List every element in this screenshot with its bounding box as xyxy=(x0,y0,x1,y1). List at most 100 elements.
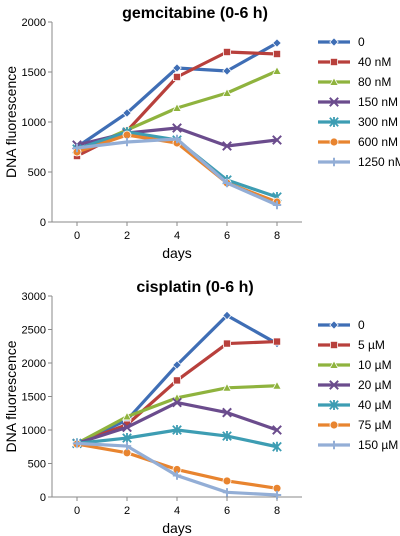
data-point xyxy=(122,433,132,444)
legend-item: 40 nM xyxy=(318,55,391,69)
data-point xyxy=(222,431,232,442)
y-axis-label: DNA fluorescence xyxy=(3,340,19,452)
data-point xyxy=(222,178,232,188)
legend-item: 300 nM xyxy=(318,115,398,129)
data-point xyxy=(122,411,132,421)
legend-marker xyxy=(329,97,339,107)
data-point xyxy=(72,143,82,153)
legend-label: 0 xyxy=(358,318,365,332)
series-6 xyxy=(72,439,282,493)
legend-item: 0 xyxy=(318,318,365,332)
data-point xyxy=(272,490,282,500)
legend-marker xyxy=(329,37,339,47)
data-point xyxy=(272,441,282,452)
series-4 xyxy=(72,397,282,449)
data-point xyxy=(222,382,232,392)
data-point xyxy=(222,87,232,97)
y-tick-label: 1000 xyxy=(22,117,46,129)
x-tick-label: 8 xyxy=(274,505,280,517)
legend-item: 10 µM xyxy=(318,358,392,372)
y-tick-label: 1500 xyxy=(22,392,46,404)
legend-marker xyxy=(329,320,339,330)
legend-marker xyxy=(329,440,339,450)
legend-item: 150 µM xyxy=(318,438,398,452)
data-point xyxy=(122,422,132,433)
y-tick-label: 500 xyxy=(28,167,46,179)
data-point xyxy=(172,73,181,82)
data-point xyxy=(272,135,282,145)
legend-marker xyxy=(329,137,339,147)
series-line xyxy=(75,41,279,149)
data-point xyxy=(172,425,182,435)
legend-label: 0 xyxy=(358,35,365,49)
series-line xyxy=(75,400,279,445)
x-tick-label: 6 xyxy=(224,230,230,242)
legend-item: 40 µM xyxy=(318,398,392,412)
y-tick-label: 2000 xyxy=(22,17,46,29)
y-tick-label: 0 xyxy=(40,217,46,229)
legend-label: 80 nM xyxy=(358,75,391,89)
data-point xyxy=(272,200,282,210)
legend-label: 40 µM xyxy=(358,398,392,412)
legend-label: 600 nM xyxy=(358,135,398,149)
legend-item: 1250 nM xyxy=(318,155,400,169)
legend-marker xyxy=(329,400,339,410)
data-point xyxy=(72,439,82,448)
y-tick-label: 1000 xyxy=(22,425,46,437)
legend-item: 80 nM xyxy=(318,75,391,89)
data-point xyxy=(272,50,281,59)
legend-marker xyxy=(329,58,338,67)
data-point xyxy=(122,441,132,451)
x-tick-label: 0 xyxy=(74,230,80,242)
legend-label: 150 nM xyxy=(358,95,398,109)
series-1 xyxy=(72,38,282,152)
data-point xyxy=(172,397,182,408)
x-tick-label: 2 xyxy=(124,230,130,242)
data-point xyxy=(272,337,281,346)
data-point xyxy=(222,66,232,76)
legend-marker xyxy=(329,380,339,390)
data-point xyxy=(222,407,232,418)
data-point xyxy=(172,134,182,144)
legend-item: 150 nM xyxy=(318,95,398,109)
x-axis-label: days xyxy=(162,245,192,261)
data-point xyxy=(222,141,232,151)
legend-label: 75 µM xyxy=(358,418,392,432)
legend-marker xyxy=(329,359,339,369)
y-tick-label: 1500 xyxy=(22,67,46,79)
y-tick-label: 500 xyxy=(28,459,46,471)
legend-item: 600 nM xyxy=(318,135,398,149)
y-tick-label: 2000 xyxy=(22,358,46,370)
data-point xyxy=(272,425,282,435)
series-3 xyxy=(72,380,282,448)
y-tick-label: 3000 xyxy=(22,291,46,303)
data-point xyxy=(172,102,182,112)
data-point xyxy=(122,137,132,147)
legend-label: 20 µM xyxy=(358,378,392,392)
data-point xyxy=(172,63,182,73)
legend-label: 10 µM xyxy=(358,358,392,372)
data-point xyxy=(172,376,181,385)
legend-label: 40 nM xyxy=(358,55,391,69)
data-point xyxy=(222,476,232,486)
data-point xyxy=(172,360,182,370)
data-point xyxy=(272,38,282,48)
legend-marker xyxy=(329,341,338,350)
x-tick-label: 2 xyxy=(124,505,130,517)
legend-label: 150 µM xyxy=(358,438,398,452)
data-point xyxy=(222,488,232,497)
data-point xyxy=(222,339,231,348)
legend-label: 300 nM xyxy=(358,115,398,129)
legend-marker xyxy=(329,76,339,86)
x-tick-label: 6 xyxy=(224,505,230,517)
legend-item: 0 xyxy=(318,35,365,49)
legend-item: 20 µM xyxy=(318,378,392,392)
gemcitabine-chart: gemcitabine (0-6 h) 0 500 1000 1500 2000 0 2 4 6 8… xyxy=(3,5,400,261)
cisplatin-chart: cisplatin (0-6 h) 0 500 1000 1500 2000 2500 300… xyxy=(3,279,398,536)
chart-title: cisplatin (0-6 h) xyxy=(136,279,253,296)
data-point xyxy=(222,310,232,321)
legend-marker xyxy=(329,117,339,127)
x-tick-label: 4 xyxy=(174,230,180,242)
y-axis-label: DNA fluorescence xyxy=(3,66,19,178)
